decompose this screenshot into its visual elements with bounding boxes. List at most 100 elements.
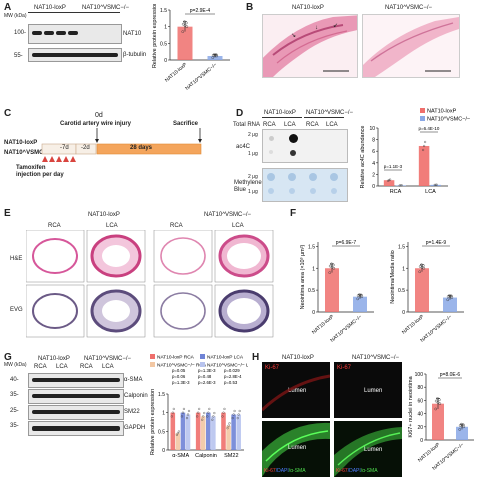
bar — [418, 145, 430, 186]
panel-g-mw-25: 25- — [10, 408, 19, 414]
x-tick-label: NAT10-loxP — [401, 314, 426, 336]
p-value: p=8.0E-6 — [440, 372, 461, 378]
data-point — [186, 413, 190, 416]
y-tick-label: 1 — [312, 266, 315, 272]
panel-d-chart: 0 2 4 6 8 10 RCA LCA Relative ac4C abundance NAT1… — [360, 108, 470, 195]
bar — [206, 412, 211, 450]
panel-e-row-he: H&E — [10, 256, 23, 262]
panel-e-col-3: RCA — [170, 223, 183, 229]
panel-c-time-28d: 28 days — [130, 145, 153, 151]
y-tick-label: 0.5 — [160, 41, 167, 47]
panel-a-group-line-2 — [80, 12, 120, 13]
data-point — [203, 411, 206, 415]
y-tick-label: 1 — [402, 266, 405, 272]
legend-swatch — [420, 108, 425, 113]
x-tick-label: Calponin — [195, 453, 217, 459]
panel-c-timeline — [41, 128, 202, 162]
panel-d-header: Total RNA — [233, 122, 261, 128]
data-point — [233, 409, 236, 413]
svg-text:↘: ↘ — [291, 33, 296, 39]
panel-e-col-2: LCA — [106, 223, 118, 229]
panel-d-dose-4: 1 μg — [248, 189, 258, 195]
x-tick-label: RCA — [390, 189, 402, 195]
panel-g-lane-1: RCA — [34, 364, 47, 370]
panel-e-histology-grid — [26, 230, 274, 338]
p-value: p=0.06 — [172, 374, 186, 379]
panel-d-lane-2: LCA — [284, 122, 296, 128]
panel-g-mw-35a: 35- — [10, 392, 19, 398]
legend-swatch — [420, 116, 425, 121]
legend-swatch — [200, 362, 205, 367]
p-value: p=1.4E-9 — [426, 240, 447, 246]
data-point — [182, 407, 186, 411]
y-tick-label: 0 — [372, 184, 375, 190]
bar — [432, 403, 444, 440]
data-point — [356, 297, 360, 301]
panel-e-col-4: LCA — [232, 223, 244, 229]
panel-f-chart-1: 00.511.5NAT10-loxPNAT10^VSMC−/−p=6.9E-7N… — [300, 240, 374, 344]
data-point — [433, 183, 436, 187]
data-point — [202, 415, 205, 418]
data-point — [211, 56, 215, 59]
panel-e-row-evg: EVG — [10, 307, 23, 313]
panel-d-lane-4: LCA — [326, 122, 338, 128]
p-value: p=0.05 — [172, 368, 186, 373]
y-tick-label: 0.5 — [398, 288, 405, 294]
bar — [200, 416, 206, 450]
data-point — [438, 402, 442, 406]
panel-a-blot-tubulin — [28, 48, 122, 62]
data-point — [389, 178, 392, 181]
data-point — [171, 411, 174, 414]
data-point — [328, 271, 332, 274]
bar — [180, 412, 186, 450]
bar — [415, 268, 429, 312]
data-point — [213, 53, 216, 56]
data-point — [187, 409, 191, 413]
panel-d-dot-blot — [262, 129, 348, 163]
panel-c-label: C — [4, 108, 12, 119]
data-point — [422, 266, 426, 270]
x-tick-label: NAT10-loxP — [164, 62, 189, 84]
data-point — [446, 295, 450, 298]
y-tick-label: 40 — [417, 412, 423, 418]
panel-e-label: E — [4, 208, 11, 219]
data-point — [418, 270, 422, 274]
panel-g-group-1: NAT10-loxP — [38, 356, 70, 362]
data-point — [172, 407, 175, 411]
y-tick-label: 20 — [417, 425, 423, 431]
p-value: p=0.029 — [224, 368, 240, 373]
panel-d-dose-1: 2 μg — [248, 132, 258, 138]
bar — [325, 268, 339, 312]
data-point — [215, 53, 218, 57]
data-point — [462, 425, 466, 429]
x-tick-label: LCA — [425, 189, 436, 195]
bar — [443, 297, 457, 312]
panel-g-band-sm22: SM22 — [124, 409, 140, 415]
y-tick-label: 0 — [162, 448, 165, 454]
legend-label: NAT10^VSMC−/− RCA — [157, 363, 207, 369]
panel-g-label: G — [4, 352, 12, 363]
panel-h-if-ko-bottom: Lumen Ki-67/DAPI/α-SMA — [334, 421, 402, 477]
panel-d-row-mb: Methylene Blue — [234, 180, 262, 193]
panel-g-band-calponin: Calponin — [124, 393, 148, 399]
panel-c-sacrifice: Sacrifice — [173, 121, 199, 127]
data-point — [222, 411, 225, 414]
panel-d-dose-3: 2 μg — [248, 174, 258, 180]
data-point — [356, 294, 360, 297]
panel-a-group-2: NAT10^VSMC−/− — [82, 5, 130, 11]
panel-c-time-7d: -7d — [60, 145, 69, 151]
y-tick-label: 8 — [372, 138, 375, 144]
legend-label: NAT10^VSMC−/− — [427, 117, 470, 123]
panel-h-label: H — [252, 352, 260, 363]
p-value: p=2.6E-3 — [198, 380, 216, 385]
p-value: p=2.9E-4 — [190, 8, 211, 14]
panel-b-label: B — [246, 2, 254, 13]
data-point — [183, 24, 187, 27]
data-point — [434, 407, 438, 411]
panel-g-lane-3: RCA — [80, 364, 93, 370]
x-tick-label: α-SMA — [172, 453, 189, 459]
panel-f-chart-2: 00.511.5NAT10-loxPNAT10^VSMC−/−p=1.4E-9N… — [390, 240, 464, 344]
panel-c-tamoxifen: Tamoxifen injection per day — [16, 165, 64, 178]
bar — [211, 416, 216, 450]
